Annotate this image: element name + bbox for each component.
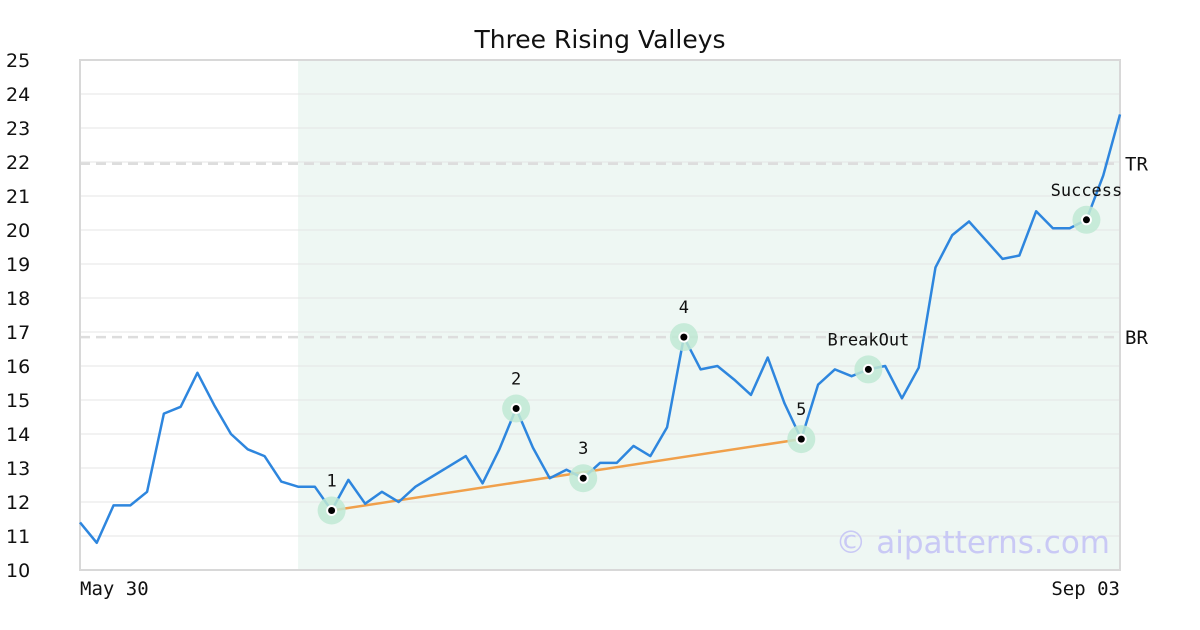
y-tick-label-14: 14 xyxy=(6,424,30,446)
y-tick-label-21: 21 xyxy=(6,186,30,208)
y-axis-tick-labels: 10 11 12 13 14 15 16 17 18 19 20 21 22 23 24 25 xyxy=(6,50,30,582)
y-tick-label-10: 10 xyxy=(6,560,30,582)
point-marker-2 xyxy=(512,405,520,412)
y-tick-label-16: 16 xyxy=(6,356,30,378)
valley-trendline xyxy=(331,437,802,512)
plot-frame xyxy=(79,59,1121,571)
chart-title: Three Rising Valleys xyxy=(473,25,725,54)
y-tick-label-11: 11 xyxy=(6,526,30,548)
watermark: © aipatterns.com xyxy=(835,525,1110,561)
y-tick-label-24: 24 xyxy=(6,84,30,106)
point-label-1: 1 xyxy=(326,472,336,492)
point-marker-3 xyxy=(579,474,587,482)
level-lines: TR BR xyxy=(80,154,1148,349)
point-marker-1 xyxy=(328,507,336,514)
level-label-tr: TR xyxy=(1125,154,1148,176)
y-tick-label-15: 15 xyxy=(6,390,30,412)
pattern-zone xyxy=(298,60,1120,570)
y-tick-label-18: 18 xyxy=(6,288,30,310)
pattern-points: 1 2 3 4 5 BreakOut Success xyxy=(317,181,1123,525)
y-tick-label-19: 19 xyxy=(6,254,30,276)
y-tick-label-25: 25 xyxy=(6,50,30,72)
y-tick-label-12: 12 xyxy=(6,492,30,514)
x-tick-label-start: May 30 xyxy=(80,578,149,600)
level-label-br: BR xyxy=(1125,327,1148,349)
point-label-5: 5 xyxy=(796,400,806,420)
y-tick-label-23: 23 xyxy=(6,118,30,140)
y-tick-label-22: 22 xyxy=(6,152,30,174)
y-tick-label-13: 13 xyxy=(6,458,30,480)
point-marker-5 xyxy=(797,435,805,443)
point-marker-success xyxy=(1082,216,1090,224)
point-label-breakout: BreakOut xyxy=(827,330,909,350)
point-label-success: Success xyxy=(1051,181,1123,201)
point-marker-breakout xyxy=(864,365,872,373)
price-series-line xyxy=(79,114,1122,545)
point-label-2: 2 xyxy=(511,370,521,390)
y-tick-label-17: 17 xyxy=(6,322,30,344)
x-tick-label-end: Sep 03 xyxy=(1051,578,1120,600)
y-gridlines xyxy=(80,59,1120,571)
point-label-4: 4 xyxy=(679,298,689,318)
point-marker-4 xyxy=(680,333,688,341)
point-label-3: 3 xyxy=(578,439,588,459)
y-tick-label-20: 20 xyxy=(6,220,30,242)
